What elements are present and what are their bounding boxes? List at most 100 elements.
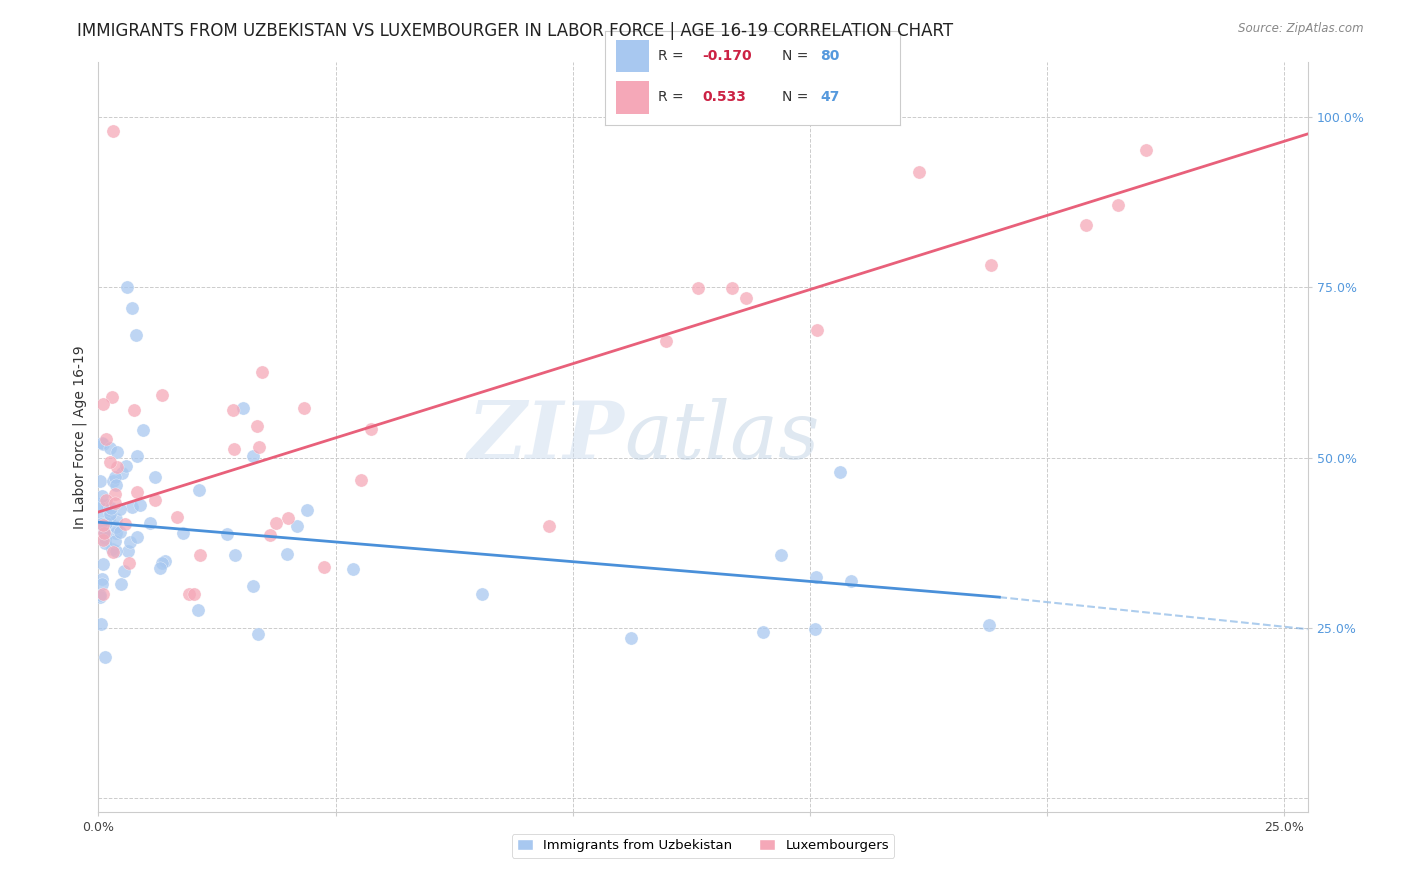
Point — [91, 557, 114, 571]
Point — [101, 123, 124, 137]
Point — [720, 281, 742, 295]
Point — [89, 510, 111, 524]
Point — [149, 561, 172, 575]
Text: R =: R = — [658, 90, 692, 104]
Point — [91, 518, 114, 533]
Point — [828, 465, 851, 479]
Point — [94, 536, 117, 550]
Point — [96, 432, 118, 446]
Point — [276, 547, 298, 561]
Point — [91, 489, 114, 503]
Point — [87, 497, 110, 511]
Point — [224, 548, 246, 562]
Point — [101, 541, 124, 556]
Point — [247, 440, 270, 454]
Text: N =: N = — [782, 90, 813, 104]
Point — [111, 466, 134, 480]
Point — [89, 474, 111, 488]
Point — [145, 492, 167, 507]
Point — [90, 517, 112, 532]
Point — [183, 587, 205, 601]
Point — [101, 475, 124, 489]
Point — [105, 459, 128, 474]
Point — [177, 587, 200, 601]
Point — [350, 473, 373, 487]
Point — [187, 483, 209, 498]
Text: Source: ZipAtlas.com: Source: ZipAtlas.com — [1239, 22, 1364, 36]
Point — [980, 258, 1002, 272]
Point — [129, 498, 152, 512]
Point — [1076, 218, 1098, 232]
Point — [105, 445, 128, 459]
Point — [94, 516, 117, 530]
Point — [250, 365, 273, 379]
Point — [132, 423, 155, 437]
Point — [104, 526, 127, 541]
Point — [264, 516, 287, 531]
Point — [139, 516, 162, 531]
Point — [89, 499, 111, 513]
Text: R =: R = — [658, 49, 688, 63]
Point — [117, 544, 139, 558]
Point — [839, 574, 862, 589]
Point — [90, 572, 112, 586]
Legend: Immigrants from Uzbekistan, Luxembourgers: Immigrants from Uzbekistan, Luxembourger… — [512, 834, 894, 857]
Point — [804, 622, 827, 636]
Point — [688, 281, 710, 295]
Point — [108, 525, 131, 540]
Point — [104, 520, 127, 534]
Point — [224, 442, 246, 456]
Point — [90, 576, 112, 591]
Point — [91, 435, 114, 450]
Point — [285, 518, 308, 533]
Point — [242, 579, 264, 593]
Point — [115, 459, 138, 474]
Point — [94, 649, 117, 664]
Point — [112, 564, 135, 578]
Point — [1135, 143, 1157, 157]
Point — [143, 470, 166, 484]
Point — [769, 548, 792, 562]
Point — [150, 557, 173, 571]
Y-axis label: In Labor Force | Age 16-19: In Labor Force | Age 16-19 — [73, 345, 87, 529]
Point — [91, 437, 114, 451]
Point — [93, 526, 115, 541]
Point — [125, 327, 148, 342]
Point — [98, 455, 121, 469]
Point — [655, 334, 678, 349]
Point — [242, 449, 264, 463]
Text: atlas: atlas — [624, 399, 820, 475]
Point — [101, 545, 124, 559]
Point — [110, 576, 132, 591]
Point — [100, 500, 122, 515]
Text: -0.170: -0.170 — [702, 49, 752, 63]
Point — [360, 422, 382, 436]
Point — [259, 528, 281, 542]
Point — [277, 511, 299, 525]
Point — [110, 502, 132, 516]
Point — [153, 554, 176, 568]
Point — [221, 402, 243, 417]
Point — [187, 603, 209, 617]
Point — [98, 441, 121, 455]
Point — [104, 534, 127, 549]
Point — [246, 419, 269, 434]
Point — [89, 590, 111, 604]
Point — [150, 388, 173, 402]
Point — [104, 470, 127, 484]
Point — [232, 401, 254, 416]
Point — [115, 280, 138, 294]
Point — [91, 517, 114, 532]
Point — [121, 301, 143, 315]
Point — [125, 484, 148, 499]
Point — [121, 500, 143, 514]
Text: 0.533: 0.533 — [702, 90, 747, 104]
Point — [105, 543, 128, 558]
Point — [104, 487, 127, 501]
Point — [96, 498, 118, 512]
Text: IMMIGRANTS FROM UZBEKISTAN VS LUXEMBOURGER IN LABOR FORCE | AGE 16-19 CORRELATIO: IMMIGRANTS FROM UZBEKISTAN VS LUXEMBOURG… — [77, 22, 953, 40]
Point — [804, 570, 827, 584]
Point — [114, 516, 136, 531]
Point — [127, 531, 149, 545]
Point — [104, 496, 127, 510]
